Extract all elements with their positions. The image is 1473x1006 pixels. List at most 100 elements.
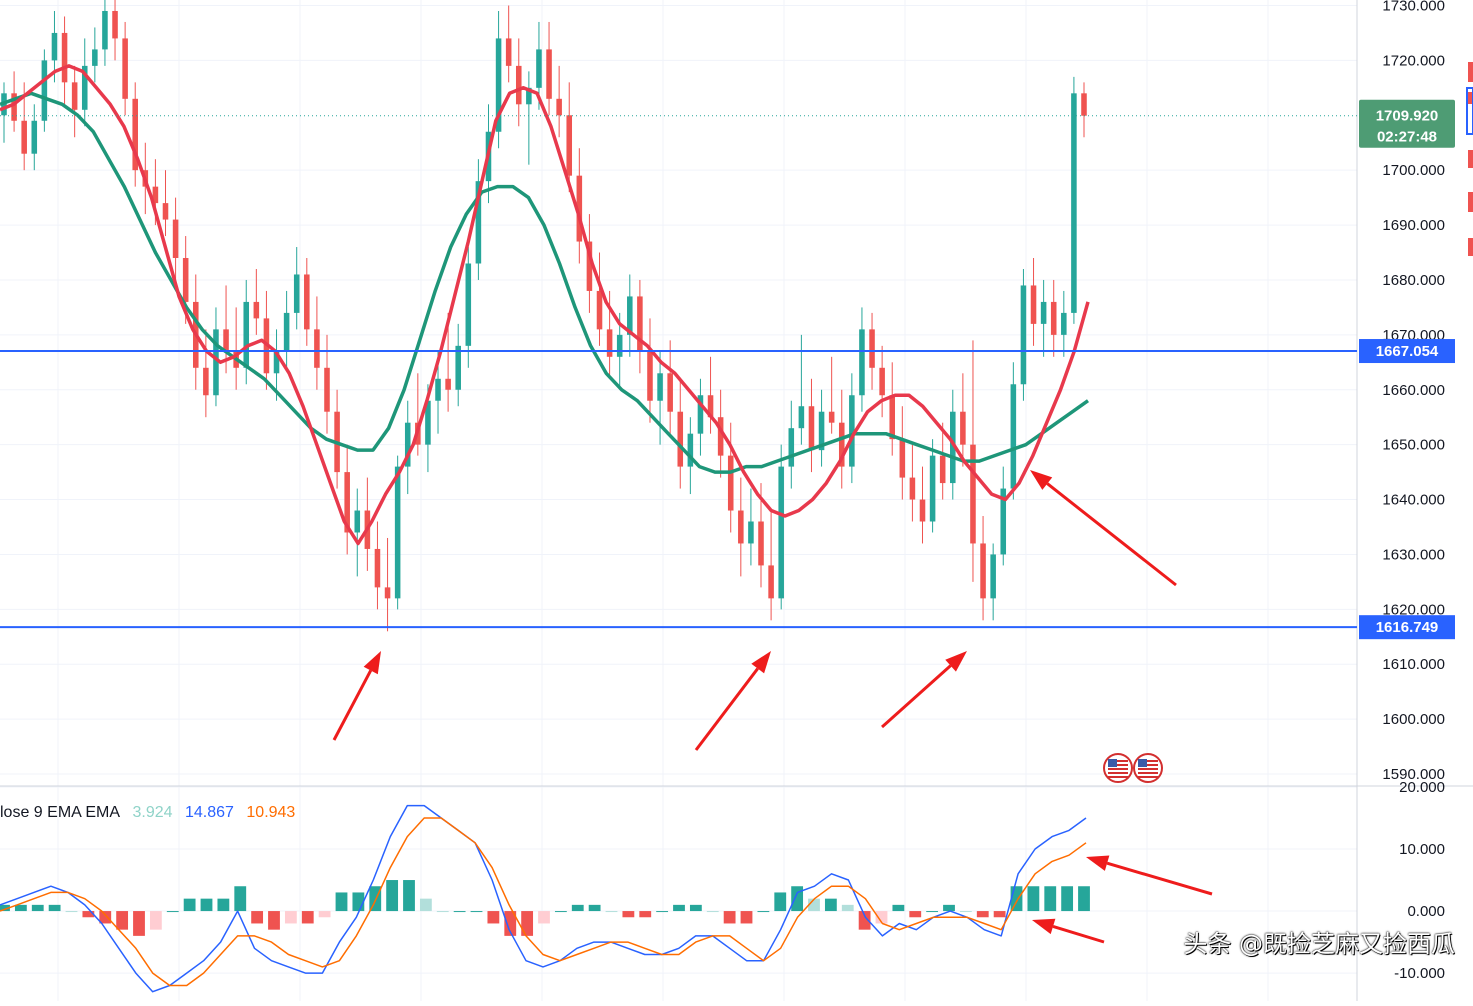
- support-price-label: 1616.749: [1376, 619, 1439, 636]
- macd-histogram-bar: [926, 911, 938, 912]
- candle-body: [1041, 302, 1047, 324]
- side-marker: [1468, 150, 1473, 168]
- macd-histogram-bar: [32, 905, 44, 911]
- flag-stripe: [1108, 772, 1128, 774]
- candle-body: [879, 368, 885, 395]
- candle-body: [42, 60, 48, 120]
- side-marker: [1468, 238, 1473, 256]
- macd-histogram-bar: [386, 880, 398, 911]
- macd-histogram-bar: [487, 911, 499, 923]
- annotation-arrow: [696, 651, 771, 750]
- candle-body: [789, 428, 795, 466]
- macd-histogram-bar: [1011, 886, 1023, 911]
- macd-histogram-bar: [1044, 886, 1056, 911]
- macd-histogram-bar: [639, 911, 651, 917]
- candle-body: [869, 329, 875, 367]
- macd-histogram-bar: [960, 911, 972, 912]
- ma-slow-line: [0, 93, 1088, 472]
- macd-histogram-bar: [690, 905, 702, 911]
- macd-line: [0, 806, 1086, 992]
- arrow-shaft: [1107, 863, 1212, 894]
- macd-histogram-bar: [285, 911, 297, 923]
- price-axis-tick-label: 1660.000: [1382, 382, 1445, 399]
- macd-axis-tick-label: -10.000: [1394, 965, 1445, 982]
- candle-body: [990, 554, 996, 598]
- candle-body: [536, 49, 542, 87]
- candle-body: [748, 522, 754, 544]
- candle-body: [203, 368, 209, 395]
- candle-body: [1031, 285, 1037, 323]
- macd-histogram-bar: [1027, 886, 1039, 911]
- macd-histogram-bar: [724, 911, 736, 923]
- macd-histogram-bar: [622, 911, 634, 917]
- candle-body: [506, 38, 512, 65]
- macd-axis-tick-label: 10.000: [1399, 841, 1445, 858]
- countdown-label: 02:27:48: [1377, 129, 1437, 146]
- candle-body: [1011, 384, 1017, 488]
- candle-body: [314, 329, 320, 367]
- candle-body: [1021, 285, 1027, 384]
- macd-histogram-bar: [217, 899, 229, 911]
- macd-histogram-bar: [521, 911, 533, 936]
- macd-histogram-bar: [909, 911, 921, 917]
- macd-histogram-bar: [437, 911, 449, 912]
- macd-histogram-bar: [150, 911, 162, 930]
- candle-body: [324, 368, 330, 412]
- candle-body: [920, 500, 926, 522]
- candle-body: [607, 329, 613, 356]
- macd-histogram-bar: [184, 899, 196, 911]
- macd-histogram-bar: [352, 892, 364, 911]
- candle-body: [72, 82, 78, 109]
- candle-body: [183, 258, 189, 302]
- candle-body: [375, 549, 381, 587]
- macd-histogram-bar: [49, 905, 61, 911]
- candle-body: [940, 456, 946, 483]
- macd-histogram-bar: [268, 911, 280, 930]
- candle-body: [163, 203, 169, 219]
- us-flag-icon: [1134, 754, 1162, 782]
- arrow-head: [1032, 919, 1055, 934]
- candle-body: [889, 395, 895, 439]
- candle-body: [52, 33, 58, 60]
- annotation-arrow: [1032, 919, 1104, 942]
- candle-body: [910, 478, 916, 500]
- candle-body: [435, 379, 441, 401]
- macd-histogram-bar: [420, 899, 432, 911]
- signal-line: [0, 818, 1086, 986]
- candle-body: [304, 274, 310, 329]
- candle-body: [445, 379, 451, 390]
- candle-body: [21, 121, 27, 154]
- candle-body: [173, 220, 179, 258]
- macd-histogram-bar: [319, 911, 331, 917]
- price-axis-tick-label: 1700.000: [1382, 162, 1445, 179]
- candle-body: [466, 263, 472, 345]
- candle-body: [556, 99, 562, 115]
- arrow-head: [1030, 470, 1052, 490]
- candle-body: [809, 406, 815, 450]
- arrow-shaft: [1053, 926, 1104, 942]
- flag-canton: [1108, 759, 1117, 767]
- macd-histogram-bar: [892, 905, 904, 911]
- candle-body: [294, 274, 300, 312]
- flag-stripe: [1138, 772, 1158, 774]
- candle-body: [566, 115, 572, 175]
- macd-axis-tick-label: 20.000: [1399, 779, 1445, 796]
- macd-pane: [0, 806, 1090, 992]
- current-price-label: 1709.920: [1376, 108, 1439, 125]
- candle-body: [516, 66, 522, 104]
- candle-body: [122, 38, 128, 98]
- macd-legend-signal: 10.943: [246, 804, 295, 821]
- macd-histogram-bar: [572, 905, 584, 911]
- candle-body: [102, 11, 108, 49]
- macd-histogram-bar: [606, 911, 618, 912]
- macd-histogram-bar: [66, 911, 78, 912]
- candle-body: [688, 434, 694, 467]
- price-axis-tick-label: 1720.000: [1382, 52, 1445, 69]
- arrow-shaft: [882, 666, 951, 727]
- macd-histogram-bar: [403, 880, 415, 911]
- macd-histogram-bar: [707, 911, 719, 912]
- macd-histogram-bar: [454, 911, 466, 912]
- ma-fast-line: [0, 66, 1088, 544]
- arrow-head: [751, 651, 771, 673]
